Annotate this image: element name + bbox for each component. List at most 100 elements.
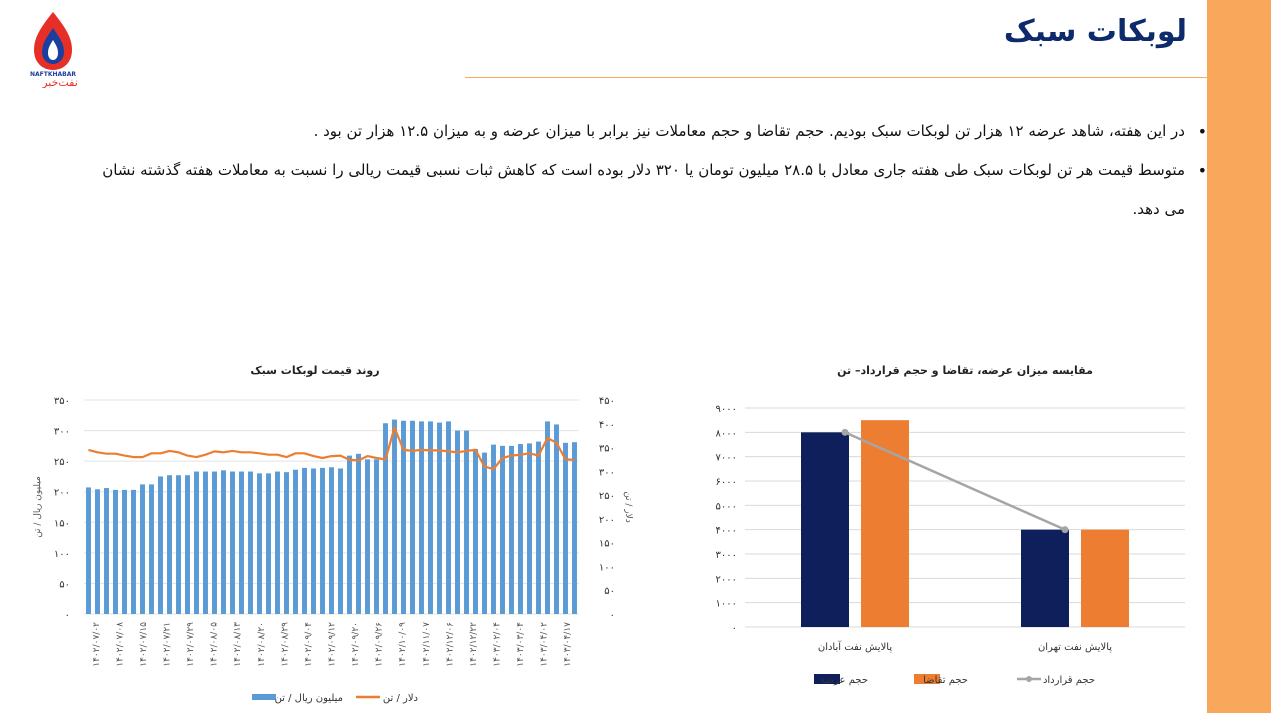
x-tick-label: ۱۴۰۲/۱۰/۰۹ [398,622,408,667]
bar-supply [1021,529,1069,627]
x-tick-label: ۱۴۰۲/۰۹/۱۲ [328,622,338,667]
bar-rial-price [392,419,397,614]
bar-rial-price [284,472,289,614]
legend-label: حجم تقاضا [923,675,968,686]
bar-rial-price [257,473,262,614]
y2-tick-label: ۵۰ [604,586,615,597]
bar-rial-price [563,442,568,614]
bar-rial-price [203,471,208,614]
bar-rial-price [104,488,109,614]
bar-rial-price [572,442,577,614]
bar-rial-price [473,448,478,614]
x-tick-label: ۱۴۰۲/۰۸/۱۳ [233,622,243,667]
x-tick-label: ۱۴۰۲/۰۷/۱۵ [139,622,149,667]
bullet-list: در این هفته، شاهد عرضه ۱۲ هزار تن لوبکات… [100,112,1207,229]
x-tick-label: ۱۴۰۲/۰۸/۰۵ [210,622,220,667]
bar-rial-price [527,443,532,614]
bar-rial-price [536,441,541,614]
bar-rial-price [320,467,325,614]
bar-rial-price [347,455,352,614]
bar-rial-price [509,445,514,614]
y-tick-label: ۵۰ [59,579,70,590]
legend-swatch-marker [1026,676,1032,682]
page-title: لوبکات سبک [1003,14,1187,49]
legend-label: حجم عرضه [820,675,868,686]
y-tick-label: ۸۰۰۰ [716,428,737,439]
bar-rial-price [266,473,271,614]
bar-rial-price [275,471,280,614]
bar-rial-price [311,468,316,614]
bar-rial-price [122,489,127,614]
x-tick-label: ۱۴۰۲/۰۸/۲۰ [257,622,267,667]
y-tick-label: ۳۵۰ [54,396,70,407]
y2-tick-label: ۲۰۰ [599,515,615,526]
legend-swatch [814,674,840,684]
y-tick-label: ۲۰۰۰ [716,574,737,585]
bar-rial-price [545,421,550,614]
bar-rial-price [518,444,523,614]
y2-tick-label: ۴۵۰ [599,396,615,407]
x-tick-label: ۱۴۰۲/۰۹/۲۶ [375,622,385,667]
bar-rial-price [419,421,424,614]
chart-title: مقایسه میزان عرضه، تقاضا و حجم قرارداد– … [837,364,1093,377]
y-tick-label: ۵۰۰۰ [716,501,737,512]
y2-axis-label: دلار / تن [623,491,633,523]
y2-tick-label: ۰ [610,610,615,621]
legend-label: میلیون ریال / تن [275,693,343,704]
x-tick-label: ۱۴۰۳/۰۴/۰۲ [540,622,550,667]
bar-rial-price [140,484,145,614]
bar-rial-price [149,484,154,614]
bar-rial-price [194,471,199,614]
x-tick-label: ۱۴۰۲/۰۷/۲۹ [186,622,196,667]
x-tick-label: ۱۴۰۳/۰۲/۰۴ [493,622,503,667]
bar-rial-price [482,452,487,614]
bar-rial-price [176,475,181,614]
bar-rial-price [446,421,451,614]
bar-rial-price [554,424,559,614]
contract-point [1061,526,1069,534]
bar-rial-price [374,459,379,614]
y-axis-label: میلیون ریال / تن [33,476,43,538]
legend-label: دلار / تن [383,693,418,704]
bar-rial-price [95,489,100,614]
y-tick-label: ۱۰۰ [54,549,70,560]
bar-rial-price [491,444,496,614]
chart-title: روند قیمت لوبکات سبک [250,364,379,377]
y-tick-label: ۷۰۰۰ [716,453,737,464]
bar-rial-price [113,489,118,614]
bar-rial-price [131,489,136,614]
y-tick-label: ۳۰۰۰ [716,550,737,561]
bar-rial-price [302,467,307,614]
bar-rial-price [248,471,253,614]
bar-rial-price [500,445,505,614]
y2-tick-label: ۳۵۰ [599,444,615,455]
title-divider [465,77,1207,78]
bar-rial-price [158,476,163,614]
y-tick-label: ۰ [732,623,737,634]
bar-rial-price [293,469,298,614]
bar-rial-price [329,467,334,614]
bar-rial-price [230,471,235,614]
x-tick-label: ۱۴۰۲/۱۲/۰۶ [445,622,455,667]
bar-rial-price [410,420,415,614]
bar-demand [1081,529,1129,627]
x-tick-label: ۱۴۰۳/۰۳/۰۴ [516,622,526,667]
y-tick-label: ۰ [65,610,70,621]
x-tick-label: ۱۴۰۳/۰۴/۱۷ [563,622,573,667]
series-line-usd [88,426,575,471]
y-tick-label: ۶۰۰۰ [716,477,737,488]
bar-supply [801,432,849,627]
y-tick-label: ۱۵۰ [54,518,70,529]
svg-text:NAFTKHABAR: NAFTKHABAR [30,71,76,78]
legend-swatch [914,674,940,684]
bar-rial-price [86,487,91,614]
svg-text:نفت‌خبر: نفت‌خبر [41,76,78,88]
bar-demand [861,420,909,627]
bar-rial-price [221,470,226,614]
bullet-item: متوسط قیمت هر تن لوبکات سبک طی هفته جاری… [100,151,1207,229]
series-line-contract [844,431,1066,531]
x-category-label: پالایش نفت آبادان [818,640,892,653]
x-tick-label: ۱۴۰۲/۱۱/۰۷ [422,622,432,667]
bar-rial-price [383,423,388,614]
